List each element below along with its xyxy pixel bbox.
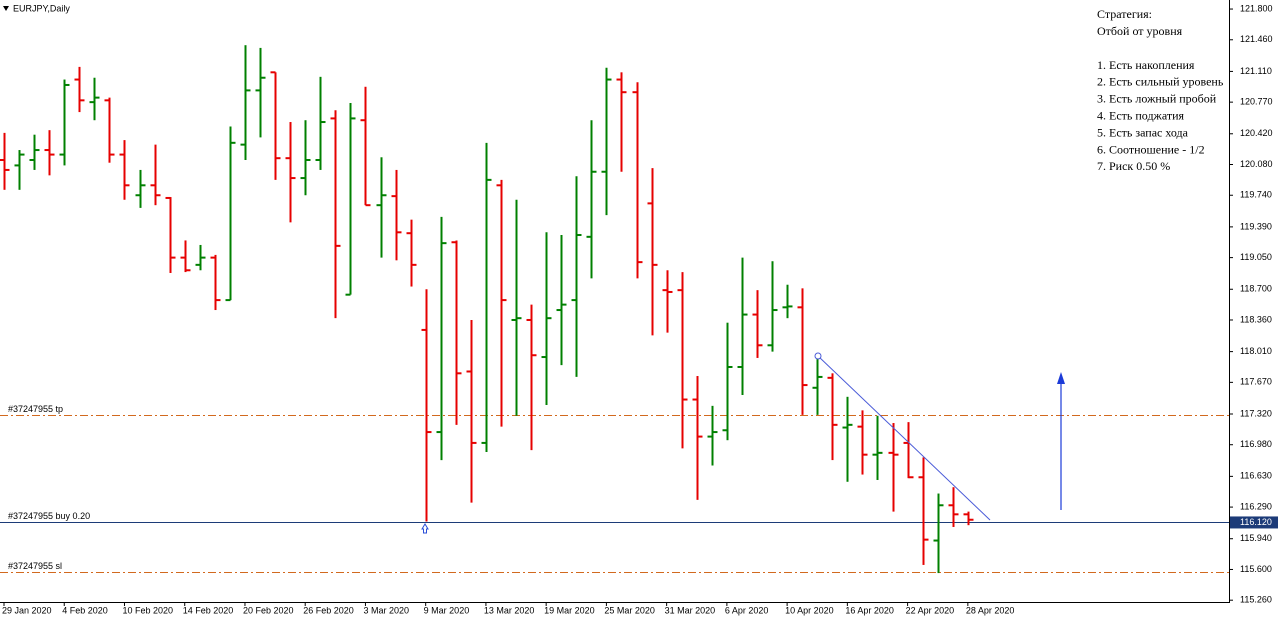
x-tick-label: 31 Mar 2020 xyxy=(665,605,716,615)
x-tick-label: 9 Mar 2020 xyxy=(424,605,470,615)
strategy-item: 5. Есть запас хода xyxy=(1097,125,1189,139)
trend-line-handle[interactable] xyxy=(814,352,822,360)
level-label: #37247955 buy 0.20 xyxy=(8,511,90,521)
y-tick-label: 121.110 xyxy=(1240,66,1272,76)
x-tick-label: 13 Mar 2020 xyxy=(484,605,535,615)
x-tick-label: 16 Apr 2020 xyxy=(845,605,894,615)
strategy-box: Стратегия: Отбой от уровня 1. Есть накоп… xyxy=(1097,7,1224,173)
strategy-item: 4. Есть поджатия xyxy=(1097,108,1185,122)
y-tick-label: 115.260 xyxy=(1240,595,1272,605)
x-tick-label: 10 Feb 2020 xyxy=(122,605,173,615)
strategy-item: 2. Есть сильный уровень xyxy=(1097,75,1224,89)
y-tick-label: 116.980 xyxy=(1240,439,1272,449)
x-tick-label: 29 Jan 2020 xyxy=(2,605,52,615)
y-tick-label: 120.770 xyxy=(1240,97,1273,107)
buy-arrow xyxy=(421,523,429,534)
y-tick-label: 121.800 xyxy=(1240,3,1273,13)
level-label: #37247955 tp xyxy=(8,404,63,414)
chart-title: EURJPY,Daily xyxy=(13,3,70,13)
y-tick-label: 117.670 xyxy=(1240,377,1272,387)
price-label-box xyxy=(1230,516,1278,529)
strategy-title: Стратегия: xyxy=(1097,7,1152,21)
y-tick-label: 115.600 xyxy=(1240,564,1272,574)
y-tick-label: 119.050 xyxy=(1240,252,1272,262)
y-tick-label: 116.630 xyxy=(1240,471,1272,481)
menu-triangle[interactable] xyxy=(3,6,9,11)
level-label: #37247955 sl xyxy=(8,561,62,571)
x-tick-label: 4 Feb 2020 xyxy=(62,605,108,615)
x-tick-label: 14 Feb 2020 xyxy=(183,605,234,615)
x-tick-label: 22 Apr 2020 xyxy=(906,605,955,615)
x-tick-label: 10 Apr 2020 xyxy=(785,605,834,615)
y-tick-label: 120.080 xyxy=(1240,159,1273,169)
y-tick-label: 118.360 xyxy=(1240,314,1272,324)
y-tick-label: 119.390 xyxy=(1240,221,1272,231)
x-tick-label: 28 Apr 2020 xyxy=(966,605,1015,615)
trend-line xyxy=(817,355,991,521)
x-tick-label: 6 Apr 2020 xyxy=(725,605,769,615)
y-tick-label: 118.010 xyxy=(1240,346,1272,356)
y-tick-label: 120.420 xyxy=(1240,128,1273,138)
strategy-item: 6. Соотношение - 1/2 xyxy=(1097,142,1205,156)
y-tick-label: 118.700 xyxy=(1240,284,1272,294)
y-tick-label: 119.740 xyxy=(1240,190,1272,200)
strategy-item: 3. Есть ложный пробой xyxy=(1097,92,1217,106)
strategy-subtitle: Отбой от уровня xyxy=(1097,24,1183,38)
up-arrow-head xyxy=(1057,372,1065,384)
y-tick-label: 117.320 xyxy=(1240,408,1272,418)
x-tick-label: 19 Mar 2020 xyxy=(544,605,595,615)
x-tick-label: 3 Mar 2020 xyxy=(363,605,409,615)
y-tick-label: 121.460 xyxy=(1240,34,1273,44)
y-tick-label: 116.290 xyxy=(1240,501,1272,511)
strategy-item: 1. Есть накопления xyxy=(1097,58,1195,72)
y-tick-label: 115.940 xyxy=(1240,533,1272,543)
strategy-item: 7. Риск 0.50 % xyxy=(1097,159,1170,173)
x-tick-label: 25 Mar 2020 xyxy=(604,605,655,615)
price-label: 116.120 xyxy=(1240,517,1272,527)
x-tick-label: 26 Feb 2020 xyxy=(303,605,354,615)
x-tick-label: 20 Feb 2020 xyxy=(243,605,294,615)
